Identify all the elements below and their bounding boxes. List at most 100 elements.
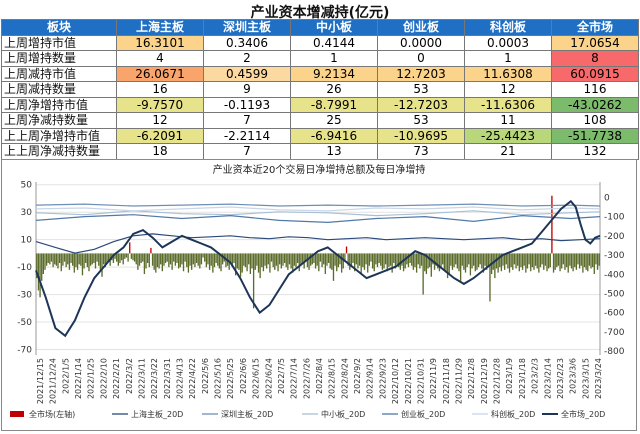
- series-line: [35, 214, 601, 224]
- table-cell: 73: [377, 143, 465, 160]
- bar: [507, 253, 509, 269]
- left-axis-tick: 10: [21, 236, 33, 246]
- bar: [36, 253, 38, 279]
- bar: [565, 253, 568, 268]
- x-axis-tick: 2022/6/24: [264, 358, 273, 399]
- x-axis-tick: 2023/1/9: [505, 358, 514, 394]
- bar: [184, 253, 186, 262]
- bar: [389, 253, 392, 266]
- bar: [37, 253, 40, 291]
- bar: [235, 253, 237, 276]
- bar: [445, 253, 447, 273]
- x-axis-tick: 2022/12/8: [467, 358, 476, 399]
- bar: [494, 253, 496, 279]
- bar: [292, 253, 294, 273]
- bar: [86, 253, 89, 268]
- x-axis-tick: 2022/11/9: [429, 358, 438, 399]
- bar: [256, 253, 258, 266]
- bar: [455, 253, 457, 265]
- right-axis-tick: -400: [604, 270, 625, 280]
- bar: [422, 253, 424, 295]
- bar: [44, 253, 46, 270]
- x-axis-tick: 2022/2/21: [112, 358, 121, 399]
- bar: [388, 253, 390, 268]
- bar: [463, 253, 465, 270]
- table-cell: -43.0262: [551, 96, 639, 113]
- bar: [313, 253, 315, 264]
- bar: [189, 253, 191, 266]
- bar: [52, 253, 54, 268]
- bar: [275, 253, 278, 266]
- table-cell: 11.6308: [464, 65, 552, 82]
- bar: [383, 253, 385, 269]
- bar: [326, 253, 328, 266]
- bar: [217, 253, 219, 266]
- bar: [446, 253, 449, 279]
- bar: [339, 253, 341, 265]
- x-axis-tick: 2022/9/14: [366, 358, 375, 399]
- x-axis-labels: 2021/12/15 2021/12/24 2022/1/5 2022/1/14 202…: [36, 358, 603, 404]
- bar: [582, 253, 584, 273]
- bar: [158, 253, 160, 269]
- bar: [344, 253, 346, 262]
- bar: [459, 253, 462, 281]
- bar: [269, 253, 271, 273]
- x-axis-tick: 2022/2/10: [99, 358, 108, 399]
- bar: [148, 253, 150, 268]
- bar: [394, 253, 397, 269]
- x-axis-tick: 2023/2/23: [556, 358, 565, 399]
- bar: [502, 253, 504, 266]
- x-axis-tick: 2022/11/18: [442, 358, 451, 404]
- bar: [230, 253, 232, 265]
- bar: [547, 253, 550, 269]
- bar: [282, 253, 284, 266]
- bar: [140, 253, 142, 264]
- bar: [316, 253, 318, 266]
- table-cell: 12: [116, 112, 204, 129]
- bar: [500, 253, 503, 272]
- bar: [94, 253, 97, 269]
- bar: [414, 253, 416, 268]
- bar: [528, 253, 530, 265]
- series-line: [35, 203, 601, 207]
- bar: [99, 253, 102, 270]
- bar: [238, 253, 240, 270]
- bar: [124, 253, 126, 259]
- bar: [288, 253, 291, 265]
- bar: [298, 253, 300, 272]
- bar: [106, 253, 108, 264]
- bar: [402, 253, 405, 272]
- bar: [192, 253, 194, 265]
- bar: [274, 253, 276, 270]
- bar: [551, 195, 553, 254]
- table-header-row: 板块 上海主板 深圳主板 中小板 创业板 科创板 全市场: [1, 19, 639, 36]
- bar: [450, 253, 452, 266]
- x-axis-tick: 2022/8/4: [315, 358, 324, 394]
- bar: [538, 253, 540, 273]
- bar: [469, 253, 472, 276]
- table-cell: 26: [290, 81, 378, 98]
- bar: [458, 253, 460, 272]
- bar: [75, 253, 77, 268]
- bar: [239, 253, 242, 277]
- bar: [200, 253, 203, 265]
- table-cell: 26.0671: [116, 65, 204, 82]
- bar: [323, 253, 325, 265]
- bar: [443, 253, 445, 270]
- bar: [138, 253, 141, 266]
- x-axis-tick: 2022/12/28: [493, 358, 502, 404]
- x-axis-tick: 2021/12/24: [49, 358, 58, 404]
- bar: [39, 253, 41, 298]
- bar: [373, 253, 375, 272]
- bar: [360, 253, 362, 274]
- table-cell: 0.3406: [203, 34, 291, 51]
- bar: [91, 253, 93, 265]
- bar: [279, 253, 281, 265]
- bar: [453, 253, 455, 268]
- x-axis-tick: 2022/3/2: [125, 358, 134, 394]
- bar: [290, 253, 292, 269]
- x-axis-tick: 2022/1/5: [61, 358, 70, 394]
- legend-label: 中小板_20D: [321, 409, 365, 419]
- left-axis-tick: -70: [17, 346, 32, 356]
- legend-label: 科创板_20D: [491, 409, 535, 419]
